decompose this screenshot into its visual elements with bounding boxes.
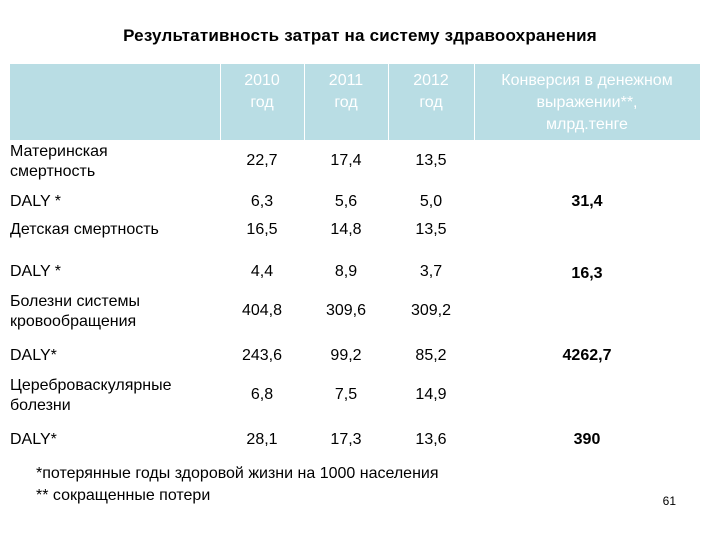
cost-effectiveness-table: 2010 год 2011 год 2012 год Конверсия в д… bbox=[10, 64, 700, 464]
table-cell: 6,3 bbox=[250, 193, 274, 210]
table-cell: 309,2 bbox=[410, 302, 452, 319]
table-cell: 404,8 bbox=[241, 302, 283, 319]
column-header-2011: 2011 год bbox=[328, 72, 364, 111]
table-cell: 13,5 bbox=[415, 152, 447, 169]
table-cell: 28,1 bbox=[246, 431, 278, 448]
conversion-value: 31,4 bbox=[571, 193, 603, 210]
table-cell: 85,2 bbox=[415, 347, 447, 364]
table-cell: 13,6 bbox=[415, 431, 447, 448]
table-cell: 6,8 bbox=[250, 386, 274, 403]
table-cell: 14,9 bbox=[415, 386, 447, 403]
table-cell: 17,4 bbox=[330, 152, 362, 169]
column-header-2010: 2010 год bbox=[244, 72, 280, 111]
conversion-value: 16,3 bbox=[571, 265, 603, 282]
row-label: DALY * bbox=[10, 263, 61, 280]
footnotes: *потерянные годы здоровой жизни на 1000 … bbox=[36, 463, 439, 507]
column-header-conversion: Конверсия в денежном выражении**, млрд.т… bbox=[501, 72, 673, 133]
footnote-daly: *потерянные годы здоровой жизни на 1000 … bbox=[36, 465, 439, 482]
column-divider bbox=[304, 64, 305, 140]
table-cell: 309,6 bbox=[325, 302, 367, 319]
table-cell: 7,5 bbox=[334, 386, 358, 403]
table-cell: 8,9 bbox=[334, 263, 358, 280]
table-cell: 17,3 bbox=[330, 431, 362, 448]
row-label: Детская смертность bbox=[10, 221, 159, 238]
column-divider bbox=[220, 64, 221, 140]
table-cell: 5,6 bbox=[334, 193, 358, 210]
table-header-row bbox=[10, 64, 700, 140]
row-label: DALY* bbox=[10, 431, 57, 448]
row-label: DALY * bbox=[10, 193, 61, 210]
slide-title: Результативность затрат на систему здрав… bbox=[123, 26, 597, 45]
footnote-savings: ** сокращенные потери bbox=[36, 487, 211, 504]
table-cell: 14,8 bbox=[330, 221, 362, 238]
row-label: DALY* bbox=[10, 347, 57, 364]
column-divider bbox=[474, 64, 475, 464]
column-divider bbox=[388, 64, 389, 140]
table-cell: 99,2 bbox=[330, 347, 362, 364]
table-cell: 3,7 bbox=[419, 263, 443, 280]
table-cell: 5,0 bbox=[419, 193, 443, 210]
column-header-2012: 2012 год bbox=[413, 72, 449, 111]
table-cell: 13,5 bbox=[415, 221, 447, 238]
table-cell: 4,4 bbox=[250, 263, 274, 280]
table-cell: 22,7 bbox=[246, 152, 278, 169]
table-cell: 16,5 bbox=[246, 221, 278, 238]
row-label: Материнская смертность bbox=[10, 143, 108, 180]
row-label: Болезни системы кровообращения bbox=[10, 293, 140, 330]
row-label: Цереброваскулярные болезни bbox=[10, 377, 172, 414]
table-cell: 243,6 bbox=[241, 347, 283, 364]
conversion-value: 390 bbox=[573, 431, 601, 448]
conversion-value: 4262,7 bbox=[562, 347, 612, 364]
page-number: 61 bbox=[662, 494, 676, 508]
